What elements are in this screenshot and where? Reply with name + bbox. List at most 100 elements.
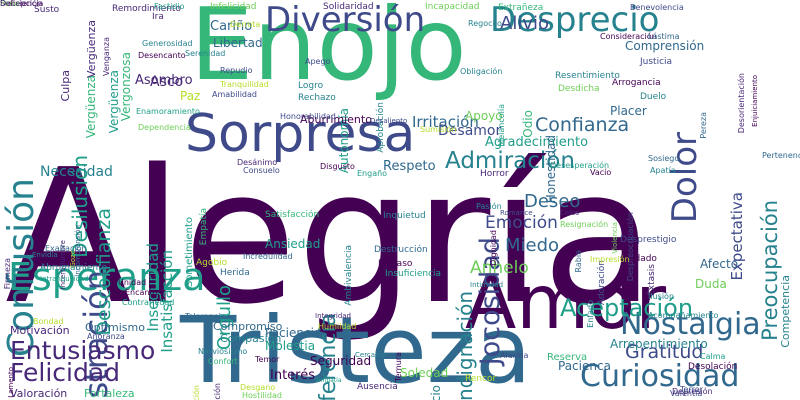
word-cloud-word: Fastidio: [154, 2, 185, 11]
word-cloud-word: Lástima: [648, 32, 680, 41]
word-cloud-word: Rencor: [465, 374, 497, 384]
word-cloud-word: Solidaridad: [323, 2, 374, 12]
word-cloud-word: Romance: [500, 209, 533, 217]
word-cloud-word: Miedo: [505, 235, 560, 256]
word-cloud-word: Venganza: [102, 37, 111, 76]
word-cloud-word: Lamento: [7, 367, 15, 398]
word-cloud-word: Sumisión: [420, 125, 457, 134]
word-cloud-word: Fortaleza: [84, 387, 135, 400]
word-cloud-word: Ira: [152, 12, 164, 22]
word-cloud-word: Resignación: [560, 220, 609, 229]
word-cloud-word: Compromiso: [213, 320, 283, 333]
word-cloud-word: Interés: [270, 368, 315, 383]
word-cloud-word: Curiosidad: [580, 359, 740, 394]
word-cloud-word: Arrogancia: [612, 78, 661, 88]
word-cloud-word: Temor: [255, 355, 280, 364]
word-cloud-word: Admiración: [445, 148, 575, 174]
word-cloud-word: Pena: [0, 0, 20, 8]
word-cloud-word: Fracaso: [378, 259, 413, 269]
word-cloud-word: Melancolía: [497, 104, 506, 147]
word-cloud-word: Necesidad: [40, 164, 113, 180]
word-cloud-word: Aprobación: [376, 102, 386, 153]
word-cloud-word: Pereza: [699, 112, 708, 139]
word-cloud-word: Impresión: [590, 255, 630, 264]
word-cloud-word: Sorpresa: [185, 104, 416, 164]
word-cloud-word: Encanto: [125, 288, 158, 297]
word-cloud-word: Arrepentimiento: [610, 337, 708, 351]
word-cloud-word: Cercanía: [355, 351, 386, 359]
word-cloud-word: Soledad: [400, 366, 449, 380]
word-cloud-word: Acompañamiento: [648, 311, 719, 320]
word-cloud-word: Libertad: [213, 36, 263, 50]
word-cloud-word: Unidad: [118, 278, 147, 287]
word-cloud-word: Desorientación: [737, 73, 746, 134]
word-cloud-word: Incapacidad: [425, 2, 480, 12]
word-cloud-word: Empatía: [199, 208, 209, 246]
word-cloud-word: Amabilidad: [212, 90, 257, 99]
word-cloud-word: Esperanza: [8, 255, 206, 299]
word-cloud-word: Pasión: [476, 202, 502, 211]
word-cloud-word: Enamoramiento: [136, 107, 200, 116]
word-cloud-word: Logro: [298, 81, 324, 91]
word-cloud-word: Ambivalencia: [344, 245, 354, 306]
word-cloud-word: Motivación: [10, 324, 70, 337]
word-cloud-word: Incredulidad: [243, 252, 293, 261]
word-cloud-word: Culpa: [59, 70, 72, 102]
word-cloud-word: Satisfacción: [265, 210, 320, 220]
word-cloud-word: Enjuiciamiento: [751, 75, 759, 127]
word-cloud-word: Ternura: [394, 352, 403, 382]
word-cloud-word: Irritación: [412, 113, 479, 131]
word-cloud-word: Diversión: [265, 0, 426, 40]
word-cloud-word: Susto: [34, 5, 60, 15]
word-cloud-word: Afecto: [700, 257, 739, 271]
word-cloud-word: Gratitud: [625, 341, 704, 363]
word-cloud-word: Remordimiento: [112, 4, 181, 14]
word-cloud-word: Intimidad: [470, 281, 504, 289]
word-cloud-word: Repudio: [220, 66, 253, 75]
word-cloud-word: Integridad: [315, 312, 351, 320]
word-cloud-word: Intranquilidad: [40, 275, 89, 283]
word-cloud-word: Insuficiencia: [385, 269, 442, 279]
word-cloud-word: Seguridad: [310, 354, 372, 368]
word-cloud-word: Generosidad: [142, 39, 193, 48]
word-cloud-word: Agradecimiento: [485, 135, 589, 150]
word-cloud-word: Añoranza: [87, 332, 125, 341]
word-cloud-word: Hostilidad: [242, 391, 282, 400]
word-cloud-word: Optimismo: [85, 321, 145, 334]
word-cloud-word: Celos: [560, 209, 580, 217]
word-cloud-word: Emoción: [485, 213, 558, 233]
word-cloud-word: Rechazo: [298, 93, 336, 103]
word-cloud-word: Valentía: [670, 389, 703, 398]
word-cloud-word: Enojo: [190, 0, 467, 103]
word-cloud-word: Abrumamiento: [40, 263, 108, 273]
word-cloud-word: Duda: [695, 277, 727, 291]
word-cloud-word: Ilusión: [648, 292, 675, 301]
word-cloud-word: Desprestigio: [620, 235, 677, 245]
word-cloud-word: Desaliento: [370, 117, 408, 125]
word-cloud-word: Ansiedad: [265, 237, 321, 251]
word-cloud-word: Infelicidad: [210, 2, 257, 12]
word-cloud-word: Cansancio: [429, 385, 443, 400]
word-cloud-word: Compasión: [220, 332, 282, 345]
word-cloud-word: Respeto: [383, 159, 436, 174]
word-cloud-word: Tranquilidad: [220, 80, 269, 89]
word-cloud-word: Rabia: [574, 250, 583, 273]
word-cloud-word: Asco: [150, 74, 184, 90]
word-cloud-word: Asombro: [135, 73, 193, 88]
word-cloud-word: Preocupación: [758, 200, 782, 341]
word-cloud-word: Nerviosismo: [198, 347, 248, 356]
word-cloud-word: Bondad: [33, 317, 64, 326]
word-cloud-word: Cuidado: [620, 254, 657, 264]
word-cloud-word: Odio: [521, 110, 535, 138]
word-cloud-word: Deseo: [524, 191, 581, 212]
word-cloud-word: Suficiencia: [0, 0, 44, 8]
word-cloud-word: Destrucción: [374, 245, 428, 255]
word-cloud-word: Consideración: [600, 32, 657, 41]
word-cloud-word: Vergüenza: [107, 70, 121, 134]
word-cloud-word: Decepción: [0, 0, 43, 8]
word-cloud-word: Vacío: [590, 168, 612, 177]
word-cloud-word: Violencia: [611, 222, 619, 254]
word-cloud-word: Horror: [480, 169, 509, 179]
word-cloud-word: Tristeza: [180, 297, 532, 400]
